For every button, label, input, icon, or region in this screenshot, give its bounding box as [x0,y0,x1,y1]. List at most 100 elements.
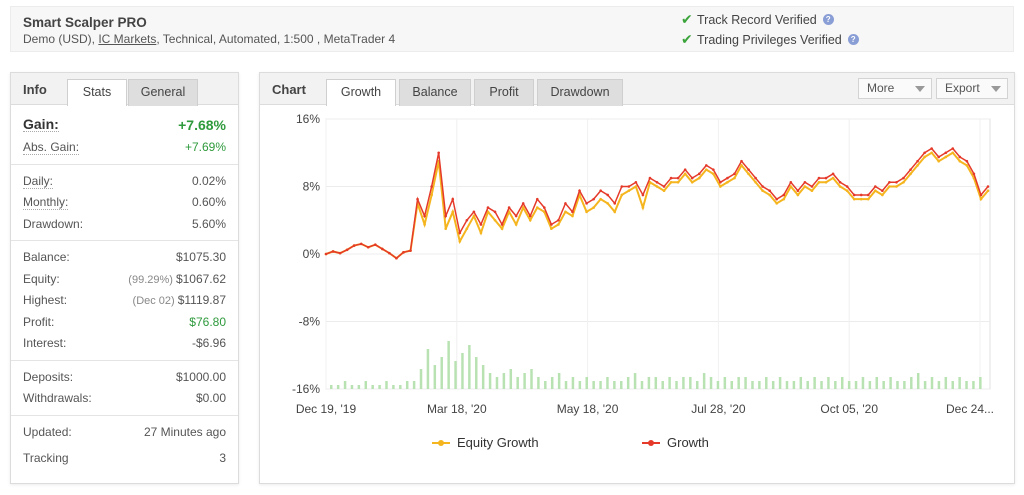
system-meta-prefix: Demo (USD), [23,32,99,46]
equity-growth-point [726,180,729,184]
growth-point [831,172,835,176]
stat-label: Daily: [23,173,54,189]
volume-bar [695,381,699,389]
stat-updated: Updated: 27 Minutes ago [23,422,226,448]
help-icon[interactable]: ? [822,14,834,25]
help-icon[interactable]: ? [847,34,859,45]
volume-bar [633,373,637,389]
equity-growth-point [754,180,757,184]
growth-point [402,251,405,254]
tab-stats[interactable]: Stats [67,79,127,106]
equity-growth-point [641,206,645,209]
equity-growth-point [557,223,560,226]
stat-label: Drawdown: [23,216,84,231]
more-dropdown[interactable]: More [858,78,932,99]
stats-list: Gain: +7.68% Abs. Gain: +7.69% Daily: 0.… [11,115,238,470]
equity-growth-point [613,210,617,214]
tab-profit[interactable]: Profit [474,79,534,106]
volume-bar [461,353,464,389]
growth-point [704,164,708,167]
volume-bar [737,377,740,389]
legend-label: Growth [667,435,709,450]
growth-point [366,245,370,249]
volume-bar [730,381,734,389]
stat-label: Gain: [23,116,59,132]
tab-balance[interactable]: Balance [399,79,471,106]
stat-value: 0.60% [191,195,226,209]
growth-point [683,168,687,171]
growth-point [500,223,504,226]
equity-growth-point [535,206,539,209]
tab-growth[interactable]: Growth [326,79,396,106]
volume-bar [716,381,720,389]
volume-bar [357,385,361,389]
system-meta-suffix: , Technical, Automated, 1:500 , MetaTrad… [156,32,396,46]
volume-bar [544,381,547,389]
volume-bar [889,377,892,389]
tab-general[interactable]: General [128,79,198,106]
y-tick-label: -8% [299,315,321,329]
growth-point [571,210,574,214]
y-tick-label: 0% [303,247,321,261]
equity-growth-point [909,172,912,176]
growth-point [796,189,800,193]
equity-growth-point [824,180,828,184]
equity-growth-point [690,180,694,184]
growth-point [937,155,941,159]
growth-point [866,193,870,197]
equity-growth-point [514,223,518,226]
growth-point [768,189,771,193]
equity-growth-point [606,202,610,205]
volume-bar [979,377,982,389]
info-panel: Info Stats General Gain: +7.68% Abs. Gai… [10,72,239,484]
legend-growth[interactable]: Growth [642,435,709,450]
growth-point [395,256,398,260]
equity-growth-point [458,240,462,243]
volume-bar [440,357,443,389]
equity-growth-point [944,155,948,159]
tab-drawdown[interactable]: Drawdown [537,79,623,106]
growth-point [416,197,419,201]
divider [11,414,238,416]
stat-abs-gain: Abs. Gain: +7.69% [23,137,226,159]
equity-growth-point [585,210,588,214]
x-tick-label: Oct 05, '20 [820,402,878,416]
equity-growth-point [493,218,497,222]
volume-bar [847,381,851,389]
check-icon: ✔ [681,11,693,27]
y-tick-label: -16% [292,382,320,396]
volume-bar [488,373,492,389]
equity-growth-point [902,180,905,184]
legend-equity-growth[interactable]: Equity Growth [432,435,539,450]
divider [11,163,238,165]
equity-growth-point [662,189,666,193]
growth-point [944,151,948,155]
growth-point [958,155,962,159]
equity-growth-point [768,193,771,197]
export-dropdown[interactable]: Export [936,78,1008,99]
volume-bar [689,377,692,389]
stat-balance: Balance: $1075.30 [23,247,226,269]
growth-point [648,176,652,180]
growth-chart[interactable]: 16% 8% 0% -8% -16% Dec 19, '19 Mar 18, '20 May … [260,105,1014,425]
equity-growth-point [430,193,433,197]
stat-value: 0.02% [191,173,226,188]
stat-value-group: (99.29%) $1067.62 [128,272,226,286]
growth-point [754,176,757,180]
equity-growth-point [719,185,722,188]
stat-gain: Gain: +7.68% [23,115,226,137]
volume-bar [426,349,430,389]
equity-growth-point [895,185,898,188]
broker-link[interactable]: IC Markets [98,32,157,46]
volume-bar [765,377,768,389]
equity-growth-point [831,176,835,180]
volume-bar [557,373,561,389]
volume-bar [854,381,858,389]
equity-growth-point [733,176,736,180]
volume-bar [806,381,809,389]
stat-value-group: (Dec 02) $1119.87 [133,293,226,307]
growth-point [719,180,722,184]
stat-tracking: Tracking 3 [23,448,226,470]
equity-growth-point [923,155,926,159]
volume-bar [564,381,568,389]
